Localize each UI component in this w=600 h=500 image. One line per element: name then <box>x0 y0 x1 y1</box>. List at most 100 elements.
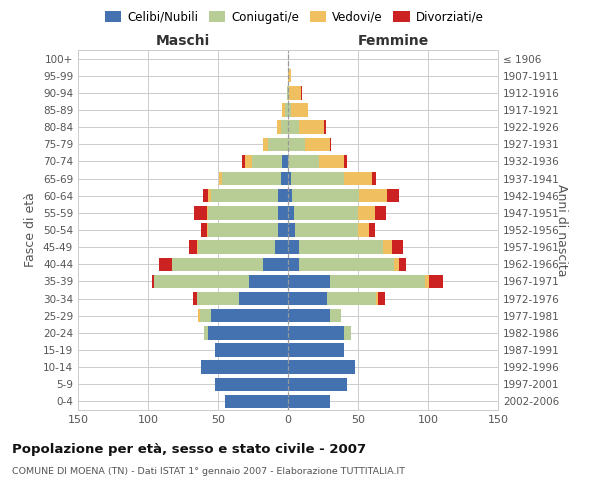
Bar <box>288 309 330 322</box>
Bar <box>215 378 288 391</box>
Bar <box>203 189 208 202</box>
Bar <box>288 326 344 340</box>
Bar <box>299 240 383 254</box>
Bar <box>208 206 278 220</box>
Bar <box>288 86 289 100</box>
Bar <box>263 258 288 271</box>
Bar <box>288 394 330 408</box>
Bar <box>291 104 308 117</box>
Bar <box>207 206 208 220</box>
Bar <box>398 258 406 271</box>
Bar <box>288 360 355 374</box>
Bar <box>288 292 327 306</box>
Bar <box>301 86 302 100</box>
Bar <box>293 206 358 220</box>
Bar <box>208 326 288 340</box>
Bar <box>299 120 325 134</box>
Bar <box>358 206 375 220</box>
Bar <box>288 189 292 202</box>
Bar <box>394 258 398 271</box>
Bar <box>383 240 392 254</box>
Bar <box>200 309 211 322</box>
Bar <box>305 138 330 151</box>
Bar <box>201 360 288 374</box>
Bar <box>295 224 358 236</box>
Bar <box>319 154 344 168</box>
Bar <box>330 138 331 151</box>
Bar <box>199 309 200 322</box>
Bar <box>359 189 388 202</box>
Bar <box>288 69 291 82</box>
Bar <box>281 172 288 186</box>
Bar <box>278 206 288 220</box>
Bar <box>288 378 347 391</box>
Bar <box>208 224 278 236</box>
Bar <box>225 394 288 408</box>
Bar <box>344 154 347 168</box>
Bar <box>330 274 425 288</box>
Y-axis label: Fasce di età: Fasce di età <box>25 192 37 268</box>
Bar <box>194 206 207 220</box>
Bar <box>325 120 326 134</box>
Bar <box>288 104 291 117</box>
Bar <box>242 154 245 168</box>
Bar <box>288 240 299 254</box>
Bar <box>288 172 291 186</box>
Bar <box>288 120 299 134</box>
Bar <box>193 292 197 306</box>
Bar <box>358 224 369 236</box>
Bar <box>159 258 172 271</box>
Bar <box>201 224 207 236</box>
Bar <box>288 154 319 168</box>
Bar <box>197 240 199 254</box>
Bar <box>327 292 376 306</box>
Bar <box>152 274 154 288</box>
Bar <box>277 120 281 134</box>
Bar <box>344 172 372 186</box>
Bar <box>154 274 249 288</box>
Bar <box>288 344 344 356</box>
Bar <box>211 309 288 322</box>
Bar <box>278 189 288 202</box>
Bar <box>288 258 299 271</box>
Bar <box>289 86 301 100</box>
Bar <box>199 240 275 254</box>
Bar <box>377 292 385 306</box>
Bar <box>211 189 278 202</box>
Bar <box>392 240 403 254</box>
Bar <box>207 224 208 236</box>
Bar <box>430 274 443 288</box>
Bar <box>197 292 239 306</box>
Text: Femmine: Femmine <box>358 34 428 48</box>
Bar <box>249 274 288 288</box>
Bar <box>369 224 375 236</box>
Text: Maschi: Maschi <box>156 34 210 48</box>
Bar <box>388 189 398 202</box>
Bar <box>245 154 251 168</box>
Bar <box>251 154 283 168</box>
Bar <box>263 138 268 151</box>
Bar <box>283 104 285 117</box>
Bar <box>268 138 288 151</box>
Bar <box>215 344 288 356</box>
Bar <box>299 258 394 271</box>
Bar <box>239 292 288 306</box>
Bar <box>344 326 351 340</box>
Bar <box>204 326 208 340</box>
Bar <box>220 172 222 186</box>
Bar <box>288 224 295 236</box>
Bar <box>375 206 386 220</box>
Bar <box>287 86 288 100</box>
Bar <box>278 224 288 236</box>
Bar <box>330 309 341 322</box>
Bar <box>372 172 376 186</box>
Bar <box>291 172 344 186</box>
Bar <box>208 189 211 202</box>
Legend: Celibi/Nubili, Coniugati/e, Vedovi/e, Divorziati/e: Celibi/Nubili, Coniugati/e, Vedovi/e, Di… <box>100 6 488 28</box>
Bar <box>292 189 359 202</box>
Bar <box>288 138 305 151</box>
Bar <box>288 274 330 288</box>
Bar <box>188 240 197 254</box>
Bar <box>283 154 288 168</box>
Bar <box>222 172 281 186</box>
